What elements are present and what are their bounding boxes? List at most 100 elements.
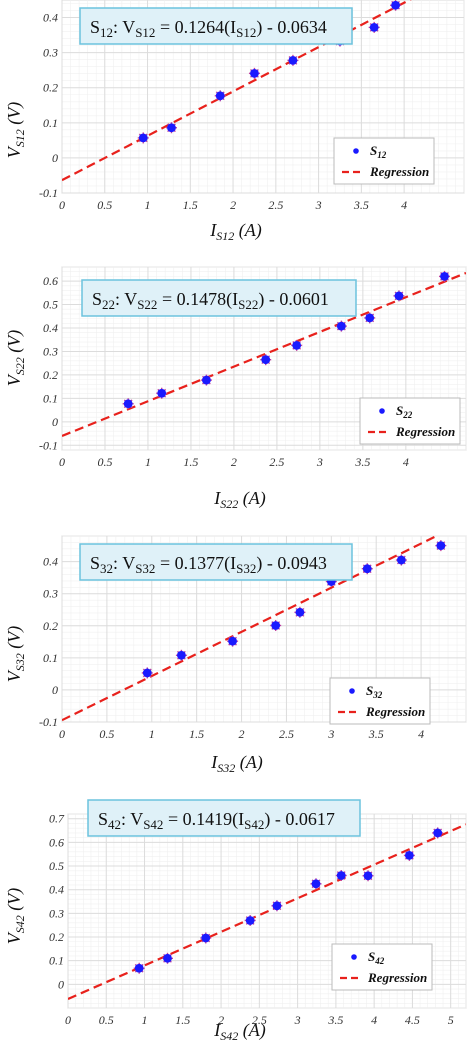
chart-panel-s22: 0 0.5 1 1.5 2 2.5 3 3.5 4 -0.1 0 0.1 0.2 0.3 0.4 0.5 0.6… [0,262,474,524]
legend-series-label: S12 [370,143,387,160]
x-tick-label: 0.5 [99,1013,114,1027]
y-tick-label: 0 [52,415,58,429]
y-tick-label: -0.1 [39,438,58,452]
x-tick-label: 3.5 [354,455,370,469]
y-tick-label: 0.3 [43,587,58,601]
data-point [390,0,402,11]
y-tick-label: 0.3 [43,46,58,60]
data-point [175,649,187,661]
y-axis-label: VS32 (V) [4,626,27,682]
y-tick-label: 0.1 [49,954,64,968]
equation-text: S12: VS12 = 0.1264(IS12) - 0.0634 [90,17,327,40]
x-axis-label: IS32 (A) [210,752,262,775]
x-axis-label: IS22 (A) [213,488,265,511]
y-tick-label: 0.3 [49,906,64,920]
x-tick-label: 3.5 [327,1013,343,1027]
y-tick-label: 0.6 [43,274,58,288]
legend-regression-label: Regression [367,970,427,985]
legend-marker [351,954,357,960]
x-tick-label: 0.5 [97,455,112,469]
y-tick-label: 0.4 [49,883,64,897]
data-point [368,21,380,33]
data-point [156,387,168,399]
data-point [395,554,407,566]
y-tick-label: 0.5 [43,298,58,312]
legend-series-label: S42 [368,949,385,966]
x-tick-label: 1 [149,727,155,741]
legend-marker [379,408,385,414]
equation-box: S22: VS22 = 0.1478(IS22) - 0.0601 [81,279,357,317]
chart-s32: 0 0.5 1 1.5 2 2.5 3 3.5 4-0.100.10.20.30.4 S32: V… [4,535,467,775]
y-axis-label: VS12 (V) [4,102,27,158]
data-point [165,122,177,134]
x-tick-label: 2.5 [252,1013,267,1027]
x-tick-label: 3.5 [353,198,369,212]
y-axis-label: VS22 (V) [4,330,27,386]
y-tick-label: 0.2 [43,368,58,382]
chart-panel-s42: 0 0.5 1 1.5 2 2.5 3 3.5 4 4.5 5 0 0.1 0.2 0.3 0.4 0.5 0.6… [0,786,474,1044]
equation-text: S42: VS42 = 0.1419(IS42) - 0.0617 [98,809,335,832]
y-tick-label: 0.1 [43,391,58,405]
regression-line [68,823,466,1000]
x-tick-label: 2 [231,455,237,469]
data-point [244,914,256,926]
legend-regression-label: Regression [369,164,429,179]
x-tick-label: 2.5 [268,198,283,212]
legend: S12 Regression [333,137,435,185]
x-tick-label: 0.5 [97,198,112,212]
legend-regression-label: Regression [365,704,425,719]
x-tick-label: 0 [59,727,65,741]
data-point [403,849,415,861]
y-tick-label: 0.5 [49,859,64,873]
data-point [271,900,283,912]
x-tick-label: 3 [316,455,323,469]
x-tick-label: 0 [59,198,65,212]
legend: S42 Regression [331,943,433,991]
data-point [362,870,374,882]
y-tick-label: 0.2 [49,930,64,944]
equation-box: S32: VS32 = 0.1377(IS32) - 0.0943 [79,543,353,581]
data-point [361,563,373,575]
chart-s22: 0 0.5 1 1.5 2 2.5 3 3.5 4-0.100.10.20.30.40.50.6… [4,266,467,511]
y-tick-label: 0 [58,977,64,991]
x-tick-label: 5 [448,1013,454,1027]
x-tick-label: 1.5 [183,198,198,212]
y-tick-label: -0.1 [39,186,58,200]
y-tick-label: 0.1 [43,651,58,665]
legend: S32 Regression [329,677,431,725]
data-point [248,67,260,79]
data-point [227,635,239,647]
y-tick-label: 0.6 [49,835,64,849]
x-tick-label: 1.5 [183,455,198,469]
x-tick-label: 1.5 [189,727,204,741]
y-tick-label: 0 [52,683,58,697]
data-point [310,878,322,890]
legend-series-label: S22 [396,403,413,420]
x-tick-label: 1 [145,198,151,212]
x-tick-label: 3 [327,727,334,741]
y-tick-label: 0.3 [43,344,58,358]
x-tick-label: 4 [371,1013,377,1027]
data-point [200,374,212,386]
x-tick-label: 2.5 [279,727,294,741]
data-point [270,619,282,631]
data-point [200,932,212,944]
legend-regression-label: Regression [395,424,455,439]
data-point [162,952,173,964]
regression-line [62,536,439,722]
x-tick-label: 1 [142,1013,148,1027]
x-tick-label: 4 [403,455,409,469]
y-tick-label: 0 [52,151,58,165]
y-tick-label: 0.2 [43,81,58,95]
x-tick-label: 3 [294,1013,301,1027]
legend: S22 Regression [359,397,461,445]
x-tick-label: 3 [315,198,322,212]
regression-line [62,0,412,182]
y-tick-label: 0.1 [43,116,58,130]
data-point [291,339,303,351]
legend-series-label: S32 [366,683,383,700]
legend-marker [353,148,359,154]
x-tick-label: 3.5 [368,727,384,741]
data-point [260,354,272,366]
y-tick-label: 0.4 [43,11,58,25]
